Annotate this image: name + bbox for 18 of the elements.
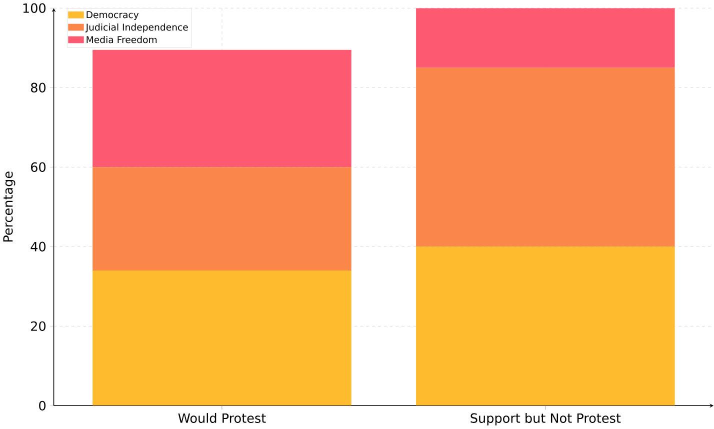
y-tick-label: 20 [31,321,46,332]
y-tick-label: 80 [30,82,46,93]
legend-label: Judicial Independence [85,24,188,33]
legend-label: Democracy [86,11,139,20]
x-tick-label: Support but Not Protest [470,413,621,426]
bar [416,68,675,247]
y-tick-label: 60 [31,162,46,172]
y-tick-label: 0 [39,400,46,411]
y-tick-label: 40 [30,242,46,252]
bar [92,50,352,168]
y-axis-title: Percentage [3,172,16,242]
legend-label: Media Freedom [86,36,157,44]
bar [92,270,352,406]
bar [416,246,675,406]
bar [92,167,352,271]
y-tick-label: 100 [23,3,46,14]
bar [416,8,675,68]
x-tick-label: Would Protest [178,413,266,424]
